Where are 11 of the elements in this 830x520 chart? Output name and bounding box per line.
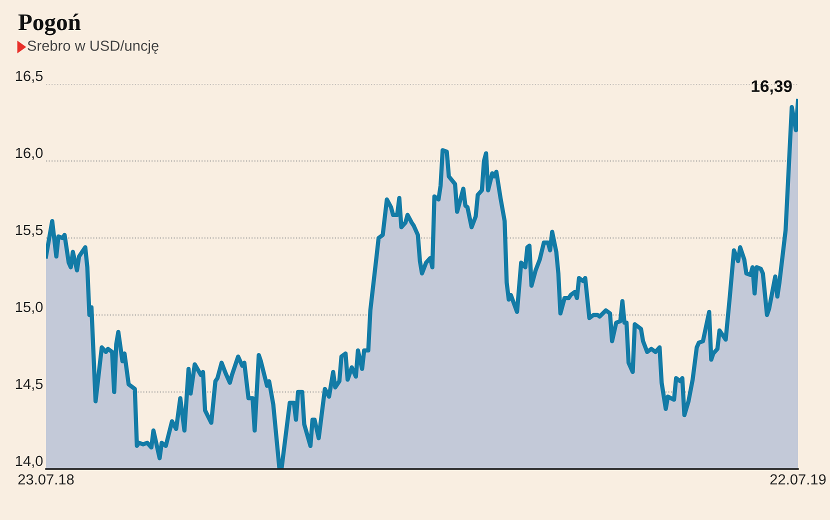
y-tick-label: 16,0 (16, 148, 43, 160)
y-tick-label: 15,0 (16, 302, 43, 314)
y-tick-label: 14,0 (16, 456, 43, 468)
y-tick-label: 14,5 (16, 378, 43, 391)
y-tick-label: 15,5 (16, 224, 43, 237)
annotation: 16,39 (752, 80, 792, 95)
chart-title: Pogoń (18, 14, 81, 36)
y-tick-label: 16,5 (16, 70, 43, 83)
chart-subtitle: Srebro w USD/uncję (28, 40, 158, 54)
x-tick-label: 23.07.18 (18, 474, 74, 485)
x-tick-label: 22.07.19 (770, 474, 826, 485)
